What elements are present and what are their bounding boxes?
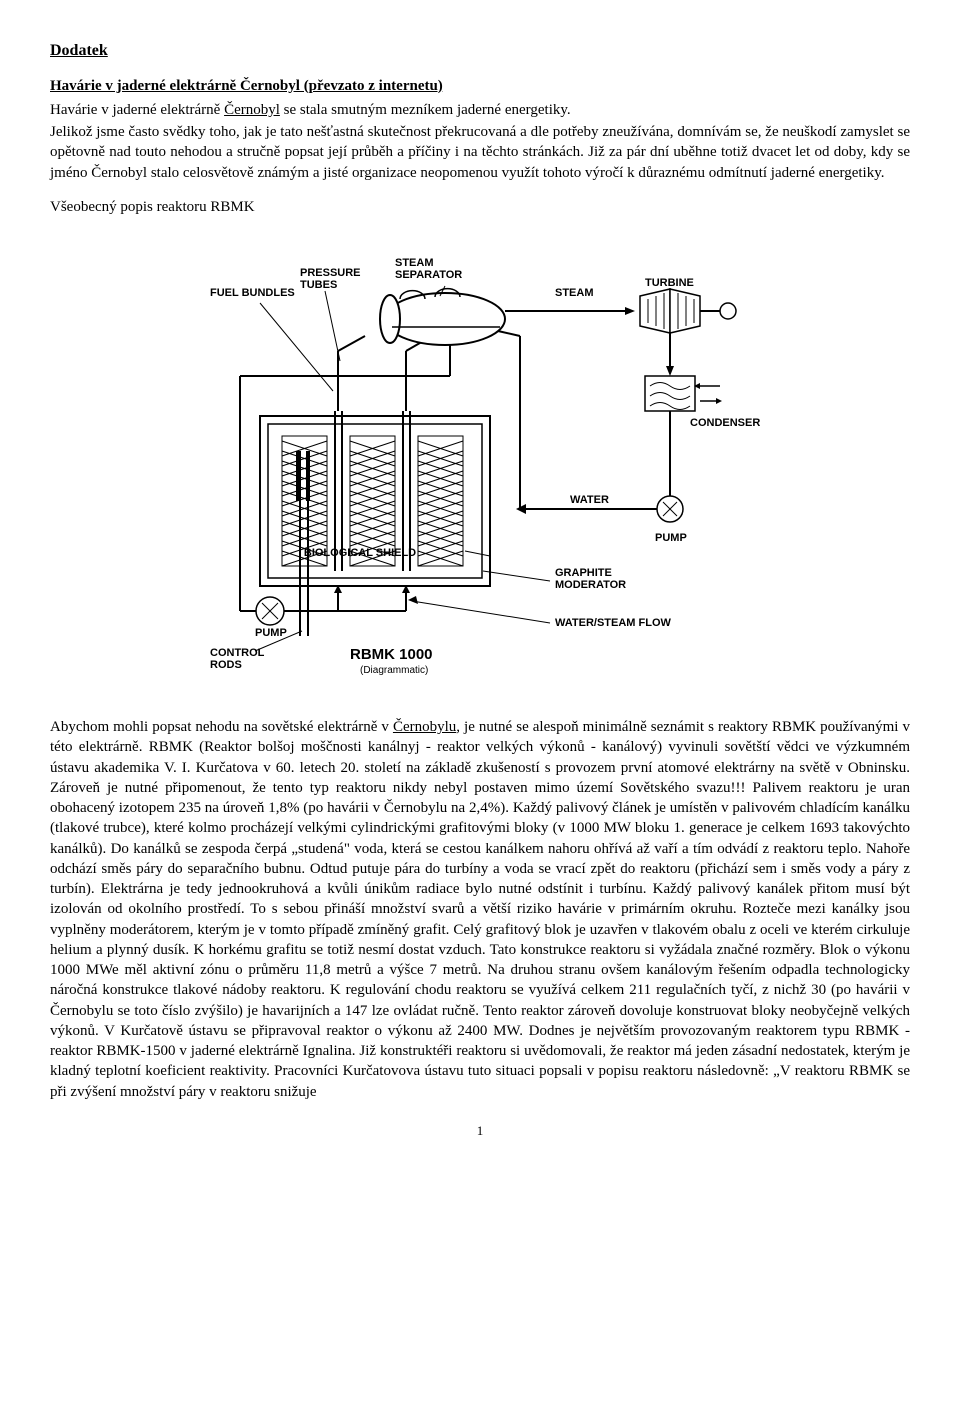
diagram-title: RBMK 1000	[350, 646, 433, 663]
para2-body: , je nutné se alespoň minimálně seznámit…	[50, 719, 910, 1100]
label-pump-left: PUMP	[255, 627, 287, 639]
label-control-rods: CONTROL RODS	[210, 647, 267, 671]
label-condenser: CONDENSER	[690, 417, 760, 429]
label-steam: STEAM	[555, 287, 594, 299]
label-biological-shield: BIOLOGICAL SHIELD	[304, 547, 416, 559]
intro-suffix: se stala smutným mezníkem jaderné energe…	[280, 102, 571, 118]
subtitle: Havárie v jaderné elektrárně Černobyl (p…	[50, 76, 910, 96]
label-graphite-moderator: GRAPHITE MODERATOR	[555, 567, 626, 591]
label-steam-separator: STEAM SEPARATOR	[395, 257, 462, 281]
intro-prefix: Havárie v jaderné elektrárně	[50, 102, 224, 118]
label-fuel-bundles: FUEL BUNDLES	[210, 287, 295, 299]
diagram-subtitle: (Diagrammatic)	[360, 665, 428, 676]
paragraph-1: Jelikož jsme často svědky toho, jak je t…	[50, 122, 910, 183]
label-turbine: TURBINE	[645, 277, 694, 289]
page-number: 1	[50, 1122, 910, 1140]
page-title: Dodatek	[50, 40, 910, 62]
para2-prefix: Abychom mohli popsat nehodu na sovětské …	[50, 719, 393, 735]
paragraph-2: Abychom mohli popsat nehodu na sovětské …	[50, 717, 910, 1102]
intro-link: Černobyl	[224, 102, 280, 118]
para2-link: Černobylu	[393, 719, 456, 735]
label-water: WATER	[570, 494, 609, 506]
section-heading: Všeobecný popis reaktoru RBMK	[50, 197, 910, 217]
label-pressure-tubes: PRESSURE TUBES	[300, 267, 364, 291]
label-water-steam-flow: WATER/STEAM FLOW	[555, 617, 672, 629]
intro-line: Havárie v jaderné elektrárně Černobyl se…	[50, 100, 910, 120]
graphite-block-right	[418, 436, 463, 566]
rbmk-diagram: FUEL BUNDLES PRESSURE TUBES STEAM SEPARA…	[50, 241, 910, 681]
label-pump-right: PUMP	[655, 532, 687, 544]
